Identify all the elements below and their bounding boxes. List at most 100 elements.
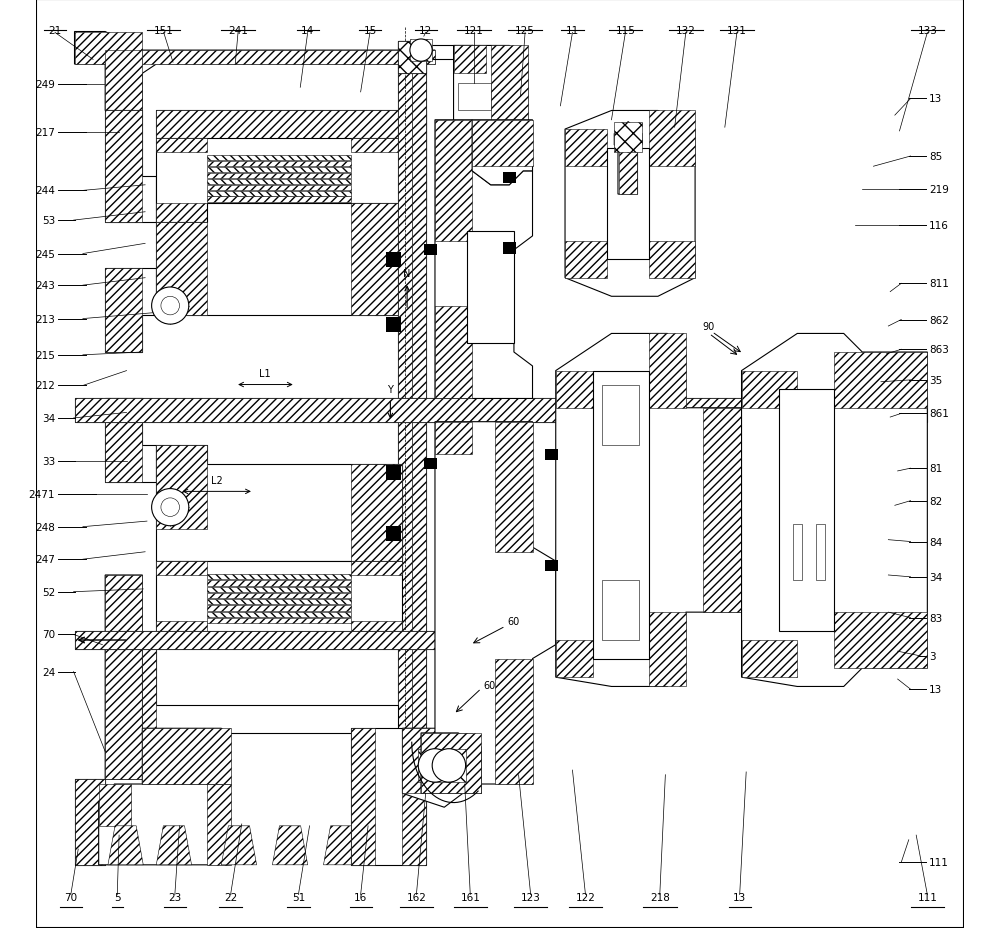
Text: 249: 249 — [35, 81, 55, 90]
Bar — [545, 449, 558, 460]
Bar — [75, 32, 142, 65]
Text: 13: 13 — [929, 95, 942, 104]
Polygon shape — [156, 111, 426, 139]
Bar — [207, 174, 351, 178]
Polygon shape — [75, 631, 435, 650]
Text: 60: 60 — [483, 680, 496, 690]
Bar — [207, 612, 351, 617]
Bar — [398, 42, 412, 789]
Text: 217: 217 — [35, 128, 55, 137]
Text: 132: 132 — [676, 26, 696, 36]
Text: 13: 13 — [733, 892, 746, 902]
Text: 85: 85 — [929, 152, 942, 161]
Polygon shape — [272, 826, 308, 865]
Polygon shape — [105, 575, 156, 780]
Text: 11: 11 — [566, 26, 579, 36]
Text: 212: 212 — [35, 381, 55, 391]
Bar — [207, 574, 351, 580]
Bar — [435, 733, 472, 784]
Bar — [207, 198, 351, 202]
Bar — [386, 466, 401, 481]
Text: 24: 24 — [42, 667, 55, 677]
Bar — [649, 241, 695, 278]
Text: 123: 123 — [521, 892, 541, 902]
Bar — [207, 599, 351, 605]
Bar — [602, 385, 639, 445]
Text: Y: Y — [387, 384, 393, 394]
Circle shape — [161, 498, 179, 517]
Text: 219: 219 — [929, 186, 949, 195]
Polygon shape — [402, 139, 426, 223]
Text: 162: 162 — [406, 892, 426, 902]
Text: 861: 861 — [929, 409, 949, 419]
Text: 151: 151 — [154, 26, 174, 36]
Circle shape — [161, 297, 179, 316]
Bar — [386, 317, 401, 332]
Text: L1: L1 — [259, 368, 271, 379]
Bar — [105, 269, 142, 353]
Bar — [402, 728, 426, 865]
Bar — [207, 587, 351, 592]
Text: 116: 116 — [929, 221, 949, 230]
Polygon shape — [421, 733, 481, 793]
Text: 244: 244 — [35, 187, 55, 196]
Polygon shape — [472, 121, 533, 186]
Bar — [503, 243, 516, 254]
Bar — [418, 749, 452, 782]
Bar — [816, 524, 825, 580]
Polygon shape — [454, 46, 528, 167]
Polygon shape — [142, 728, 231, 784]
Polygon shape — [75, 32, 142, 65]
Text: 131: 131 — [727, 26, 747, 36]
Bar — [495, 659, 533, 784]
Bar — [156, 445, 207, 529]
Text: 248: 248 — [35, 522, 55, 532]
Bar — [619, 144, 637, 195]
Text: 34: 34 — [42, 414, 55, 423]
Text: 3: 3 — [929, 651, 936, 661]
Polygon shape — [614, 122, 642, 153]
Bar — [495, 422, 533, 552]
Bar — [351, 728, 375, 865]
Text: 243: 243 — [35, 281, 55, 290]
Bar — [142, 640, 156, 733]
Text: 84: 84 — [929, 537, 942, 547]
Polygon shape — [156, 826, 192, 865]
Bar — [435, 306, 472, 399]
Bar — [105, 51, 142, 111]
Bar — [435, 121, 472, 241]
Bar — [742, 371, 797, 408]
Bar — [99, 784, 131, 826]
Bar — [351, 561, 402, 575]
Polygon shape — [156, 139, 402, 223]
Bar — [351, 464, 402, 561]
Text: 247: 247 — [35, 555, 55, 564]
Bar — [142, 51, 435, 65]
Bar — [503, 173, 516, 184]
Bar — [207, 156, 351, 161]
Bar — [649, 612, 686, 687]
Bar — [402, 139, 426, 223]
Polygon shape — [105, 51, 435, 111]
Polygon shape — [156, 445, 402, 561]
Bar — [424, 458, 437, 470]
Text: 125: 125 — [515, 26, 535, 36]
Text: 53: 53 — [42, 216, 55, 226]
Polygon shape — [402, 728, 463, 807]
Text: 133: 133 — [917, 26, 937, 36]
Text: 213: 213 — [35, 315, 55, 324]
Bar — [565, 241, 607, 278]
Polygon shape — [108, 826, 143, 865]
Bar — [207, 161, 351, 167]
Text: 245: 245 — [35, 250, 55, 259]
Polygon shape — [565, 111, 695, 297]
Circle shape — [152, 288, 189, 325]
Text: 863: 863 — [929, 345, 949, 354]
Text: 34: 34 — [929, 573, 942, 582]
Bar — [207, 618, 351, 624]
Bar — [458, 84, 491, 111]
Circle shape — [432, 749, 466, 782]
Polygon shape — [398, 42, 426, 789]
Bar — [834, 612, 927, 668]
Text: 33: 33 — [42, 457, 55, 466]
